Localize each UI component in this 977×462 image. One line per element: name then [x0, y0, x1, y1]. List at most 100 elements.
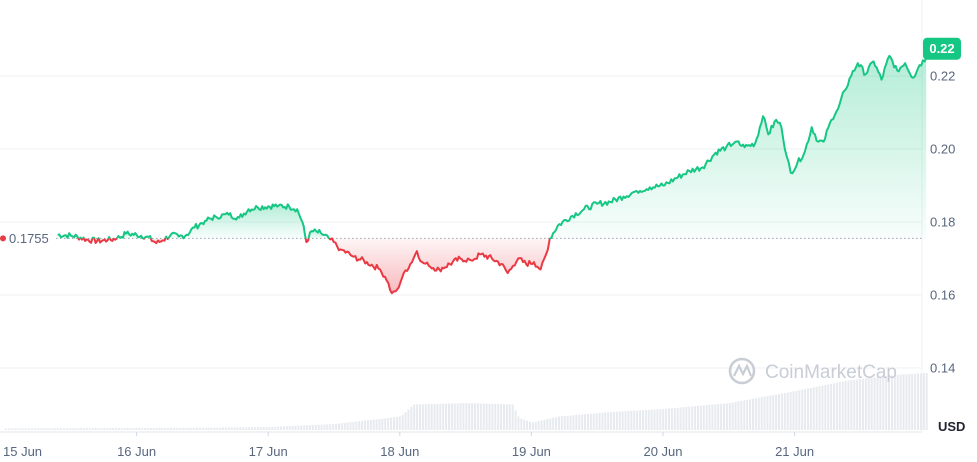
volume-bar	[560, 416, 563, 430]
price-line-up	[79, 236, 82, 240]
volume-bar	[679, 407, 682, 430]
volume-bar	[696, 405, 699, 430]
volume-bar	[436, 403, 439, 430]
volume-bar	[450, 403, 453, 430]
volume-bar	[861, 378, 864, 430]
volume-bar	[494, 403, 497, 430]
volume-bar	[28, 428, 31, 430]
volume-bar	[407, 409, 410, 430]
volume-bar	[691, 406, 694, 430]
volume-bar	[259, 427, 262, 430]
volume-bar	[668, 408, 671, 430]
volume-bar	[879, 376, 882, 430]
volume-bar	[589, 413, 592, 430]
volume-bar	[806, 388, 809, 430]
volume-bar	[33, 428, 36, 430]
volume-bar	[688, 406, 691, 430]
volume-bar	[595, 413, 598, 430]
volume-bar	[375, 419, 378, 430]
volume-bar	[615, 411, 618, 430]
volume-bar	[673, 408, 676, 430]
volume-bar	[233, 427, 236, 430]
volume-bar	[809, 387, 812, 430]
volume-bar	[847, 380, 850, 430]
volume-bar	[54, 428, 57, 430]
volume-bar	[925, 373, 928, 430]
volume-bar	[870, 377, 873, 430]
volume-bar	[369, 419, 372, 430]
volume-bar	[850, 380, 853, 430]
x-tick-label: 17 Jun	[249, 444, 288, 459]
volume-bar	[77, 428, 80, 430]
volume-bar	[248, 427, 251, 430]
volume-bar	[378, 418, 381, 430]
volume-bar	[265, 427, 268, 430]
volume-bar	[366, 420, 369, 430]
y-tick-label: 0.20	[930, 142, 955, 157]
volume-bar	[416, 404, 419, 430]
volume-bar	[746, 399, 749, 430]
volume-bar	[294, 425, 297, 430]
y-tick-label: 0.22	[930, 69, 955, 84]
volume-bar	[170, 427, 173, 430]
volume-bar	[216, 427, 219, 430]
volume-bar	[708, 404, 711, 430]
volume-bar	[22, 428, 25, 430]
volume-bar	[876, 377, 879, 430]
volume-bar	[775, 394, 778, 430]
volume-bar	[280, 426, 283, 430]
volume-bar	[662, 409, 665, 430]
volume-bar	[48, 428, 51, 430]
volume-bar	[676, 407, 679, 430]
volume-bar	[308, 425, 311, 430]
volume-bar	[497, 404, 500, 430]
volume-bar	[184, 427, 187, 430]
volume-bars	[5, 373, 928, 430]
volume-bar	[508, 404, 511, 430]
volume-bar	[103, 428, 106, 430]
volume-bar	[685, 406, 688, 430]
price-line-up	[143, 235, 152, 240]
volume-bar	[795, 390, 798, 430]
volume-bar	[314, 424, 317, 430]
volume-bar	[31, 428, 34, 430]
volume-bar	[552, 417, 555, 430]
volume-bar	[772, 395, 775, 430]
volume-bar	[751, 398, 754, 430]
volume-bar	[204, 427, 207, 430]
volume-bar	[624, 411, 627, 430]
area-fill-down	[329, 238, 550, 294]
volume-bar	[557, 416, 560, 430]
volume-bar	[297, 425, 300, 430]
volume-bar	[575, 414, 578, 430]
volume-bar	[161, 427, 164, 430]
volume-bar	[534, 421, 537, 430]
volume-bar	[610, 412, 613, 430]
volume-bar	[274, 426, 277, 430]
volume-bar	[627, 411, 630, 430]
volume-bar	[352, 421, 355, 430]
volume-bar	[749, 399, 752, 430]
volume-bar	[630, 410, 633, 430]
price-line	[57, 54, 928, 295]
volume-bar	[427, 404, 430, 430]
volume-bar	[546, 419, 549, 430]
volume-bar	[381, 418, 384, 430]
volume-bar	[213, 427, 216, 430]
volume-bar	[714, 404, 717, 430]
volume-bar	[517, 416, 520, 430]
volume-bar	[456, 403, 459, 430]
volume-bar	[885, 376, 888, 430]
volume-bar	[442, 403, 445, 430]
volume-bar	[317, 424, 320, 430]
volume-bar	[106, 428, 109, 430]
volume-bar	[902, 374, 905, 430]
volume-bar	[916, 373, 919, 430]
volume-bar	[453, 403, 456, 430]
volume-bar	[844, 381, 847, 430]
volume-bar	[175, 427, 178, 430]
volume-bar	[439, 403, 442, 430]
volume-bar	[390, 417, 393, 430]
volume-bar	[838, 382, 841, 430]
